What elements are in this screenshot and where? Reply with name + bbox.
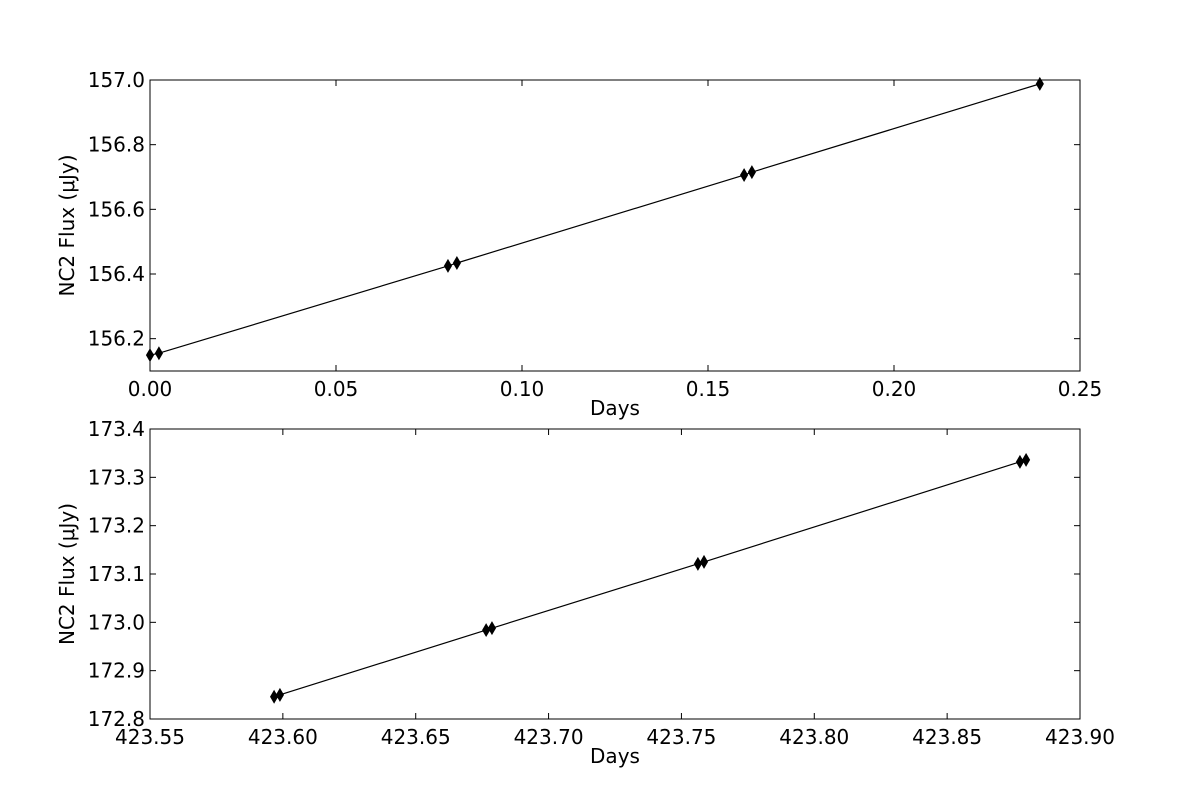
data-point [487,621,497,636]
y-axis-label: NC2 Flux (μJy) [55,503,79,645]
x-tick-label: 423.90 [1045,725,1115,749]
y-tick-label: 156.2 [88,327,145,351]
x-tick-label: 423.70 [514,725,584,749]
x-tick-label: 0.15 [686,377,731,401]
x-tick-label: 0.25 [1058,377,1103,401]
y-axis-label: NC2 Flux (μJy) [55,154,79,296]
x-tick-label: 423.65 [381,725,451,749]
panel: 156.2 156.4 156.6 156.8 157.0 0.00 0.05 0.10 0.1… [55,68,1102,420]
plot-frame [149,428,1081,720]
data-point [145,348,155,363]
x-tick-label: 423.55 [115,725,185,749]
data-point [1021,452,1031,467]
x-axis-label: Days [590,396,640,420]
y-tick-label: 173.0 [88,610,145,634]
panel: 172.8 172.9 173.0 173.1 173.2 173.3 173.4 423.5… [55,417,1115,768]
x-axis-label: Days [590,744,640,768]
x-tick-label: 0.05 [314,377,359,401]
y-tick-label: 173.4 [88,417,145,441]
data-point [699,554,709,569]
x-tick-label: 423.60 [248,725,318,749]
data-point [270,689,279,704]
data-point [482,623,491,638]
data-point [747,165,756,180]
y-tick-label: 173.1 [88,562,145,586]
y-tick-label: 172.9 [88,659,145,683]
data-point [1035,76,1044,91]
data-point [1015,454,1025,469]
data-point [443,258,453,273]
plot-frame [149,79,1081,372]
series-line [273,459,1027,698]
data-point [275,687,285,702]
x-tick-label: 0.00 [128,377,173,401]
data-point [452,256,461,270]
x-tick-label: 0.20 [872,377,917,401]
y-tick-label: 156.4 [88,262,145,286]
x-tick-label: 0.10 [500,377,545,401]
y-tick-label: 156.8 [88,133,145,157]
y-tick-label: 173.2 [88,514,145,538]
x-tick-label: 423.85 [912,725,982,749]
series-line [149,83,1040,356]
y-tick-label: 157.0 [88,68,145,92]
x-tick-label: 423.75 [646,725,716,749]
data-point [693,556,702,571]
y-tick-label: 173.3 [88,465,145,489]
data-point [740,168,749,183]
x-tick-label: 423.80 [779,725,849,749]
data-point [154,346,164,361]
y-tick-label: 156.6 [88,197,145,221]
y-tick-label: 172.8 [88,707,145,731]
